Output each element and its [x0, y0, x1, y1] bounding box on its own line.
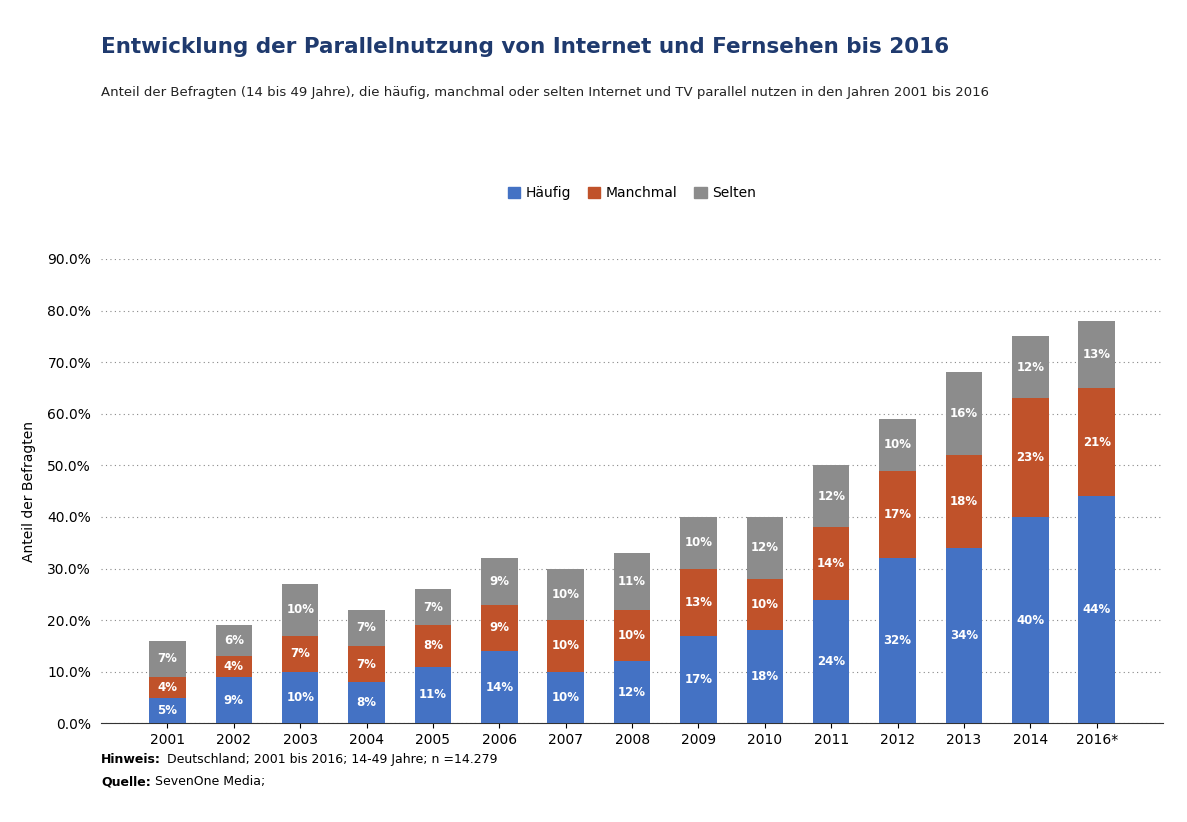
Bar: [680, 569, 717, 635]
Bar: [481, 605, 518, 651]
Text: 8%: 8%: [423, 640, 443, 653]
Bar: [946, 455, 982, 548]
Bar: [547, 569, 584, 620]
Text: 13%: 13%: [685, 596, 712, 608]
Bar: [348, 646, 385, 682]
Text: 7%: 7%: [158, 653, 177, 665]
Text: 17%: 17%: [685, 673, 712, 686]
Text: 6%: 6%: [224, 635, 243, 647]
Bar: [216, 656, 252, 677]
Text: 23%: 23%: [1016, 451, 1045, 464]
Bar: [283, 584, 318, 635]
Text: 10%: 10%: [685, 536, 712, 549]
Bar: [150, 698, 185, 723]
Bar: [1013, 517, 1048, 723]
Text: 11%: 11%: [618, 575, 646, 588]
Bar: [813, 599, 850, 723]
Text: 32%: 32%: [883, 635, 912, 647]
Bar: [216, 626, 252, 656]
Text: 7%: 7%: [291, 647, 310, 660]
Text: 12%: 12%: [751, 542, 779, 554]
Text: Anteil der Befragten (14 bis 49 Jahre), die häufig, manchmal oder selten Interne: Anteil der Befragten (14 bis 49 Jahre), …: [101, 86, 989, 99]
Bar: [747, 630, 783, 723]
Bar: [1013, 336, 1048, 398]
Text: 18%: 18%: [750, 671, 779, 683]
Text: 7%: 7%: [423, 601, 443, 614]
Bar: [283, 672, 318, 723]
Bar: [414, 667, 451, 723]
Text: 10%: 10%: [552, 691, 579, 704]
Text: 12%: 12%: [618, 686, 646, 699]
Text: 17%: 17%: [883, 508, 912, 521]
Legend: Häufig, Manchmal, Selten: Häufig, Manchmal, Selten: [503, 182, 761, 205]
Text: 4%: 4%: [158, 681, 177, 694]
Text: Hinweis:: Hinweis:: [101, 753, 160, 766]
Bar: [813, 465, 850, 527]
Bar: [880, 558, 916, 723]
Bar: [614, 553, 650, 610]
Bar: [547, 620, 584, 672]
Bar: [880, 470, 916, 558]
Bar: [813, 527, 850, 599]
Text: Quelle:: Quelle:: [101, 775, 151, 788]
Bar: [1079, 496, 1115, 723]
Text: 10%: 10%: [552, 640, 579, 653]
Bar: [348, 610, 385, 646]
Text: 10%: 10%: [286, 691, 315, 704]
Text: 4%: 4%: [224, 660, 243, 673]
Bar: [614, 662, 650, 723]
Text: 14%: 14%: [485, 681, 514, 694]
Text: 16%: 16%: [950, 407, 978, 420]
Bar: [680, 517, 717, 569]
Text: 21%: 21%: [1083, 436, 1111, 449]
Bar: [414, 626, 451, 667]
Text: 34%: 34%: [950, 629, 978, 642]
Text: 10%: 10%: [883, 438, 912, 451]
Text: 8%: 8%: [356, 696, 376, 709]
Text: 10%: 10%: [552, 588, 579, 601]
Text: 10%: 10%: [618, 629, 646, 642]
Text: 9%: 9%: [489, 575, 509, 588]
Y-axis label: Anteil der Befragten: Anteil der Befragten: [23, 421, 36, 561]
Bar: [150, 641, 185, 677]
Text: 5%: 5%: [158, 704, 177, 717]
Bar: [1079, 321, 1115, 388]
Text: 1&1: 1&1: [15, 11, 56, 29]
Bar: [614, 610, 650, 662]
Text: 13%: 13%: [1083, 348, 1111, 361]
Text: 24%: 24%: [817, 655, 845, 668]
Bar: [880, 419, 916, 470]
Text: 14%: 14%: [817, 556, 845, 570]
Text: 40%: 40%: [1016, 614, 1045, 626]
Text: Deutschland; 2001 bis 2016; 14-49 Jahre; n =14.279: Deutschland; 2001 bis 2016; 14-49 Jahre;…: [163, 753, 497, 766]
Bar: [680, 635, 717, 723]
Bar: [946, 548, 982, 723]
Text: SevenOne Media;: SevenOne Media;: [151, 775, 265, 788]
Bar: [150, 677, 185, 698]
Text: 7%: 7%: [356, 658, 376, 671]
Bar: [216, 677, 252, 723]
Bar: [946, 372, 982, 455]
Text: 44%: 44%: [1083, 603, 1111, 616]
Text: 9%: 9%: [489, 621, 509, 635]
Text: 11%: 11%: [419, 689, 447, 701]
Text: 12%: 12%: [817, 490, 845, 503]
Bar: [1079, 388, 1115, 496]
Text: 9%: 9%: [224, 694, 243, 707]
Text: 18%: 18%: [950, 495, 978, 508]
Bar: [747, 579, 783, 630]
Bar: [547, 672, 584, 723]
Text: 10%: 10%: [286, 603, 315, 616]
Bar: [1013, 398, 1048, 517]
Bar: [747, 517, 783, 579]
Bar: [348, 682, 385, 723]
Text: 7%: 7%: [356, 621, 376, 635]
Bar: [283, 635, 318, 672]
Bar: [481, 558, 518, 605]
Bar: [481, 651, 518, 723]
Bar: [414, 589, 451, 626]
Text: 10%: 10%: [751, 598, 779, 612]
Text: Entwicklung der Parallelnutzung von Internet und Fernsehen bis 2016: Entwicklung der Parallelnutzung von Inte…: [101, 37, 950, 57]
Text: 12%: 12%: [1016, 361, 1045, 374]
